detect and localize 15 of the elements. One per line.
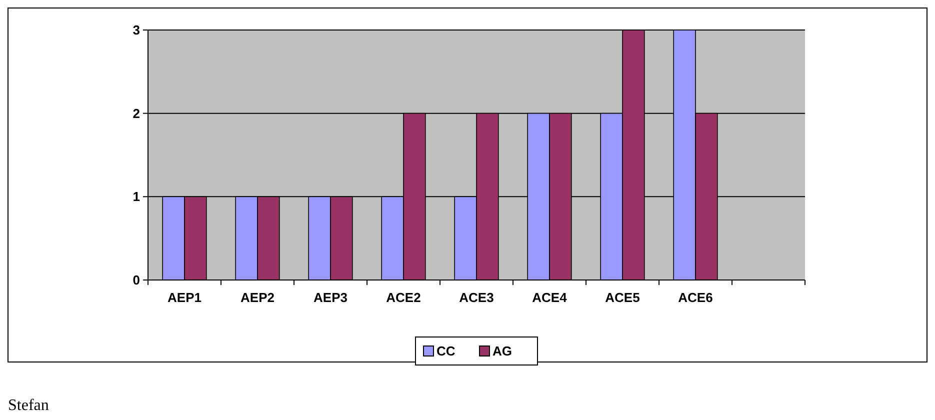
x-tick-label: ACE5	[605, 290, 640, 305]
x-tick-label: ACE2	[386, 290, 421, 305]
x-tick-label: AEP3	[314, 290, 348, 305]
y-tick-label: 0	[132, 272, 140, 288]
x-tick-label: ACE4	[532, 290, 568, 305]
y-tick-label: 2	[132, 106, 140, 121]
x-tick-label: ACE3	[459, 290, 494, 305]
legend-label: AG	[492, 344, 512, 359]
x-tick-label: ACE6	[678, 290, 713, 305]
y-tick-label: 1	[132, 189, 140, 204]
x-tick-label: AEP1	[168, 290, 202, 305]
x-tick-label: AEP2	[240, 290, 274, 305]
legend-label: CC	[436, 344, 456, 359]
text: Stefan	[8, 397, 49, 414]
y-tick-label: 3	[132, 22, 140, 38]
